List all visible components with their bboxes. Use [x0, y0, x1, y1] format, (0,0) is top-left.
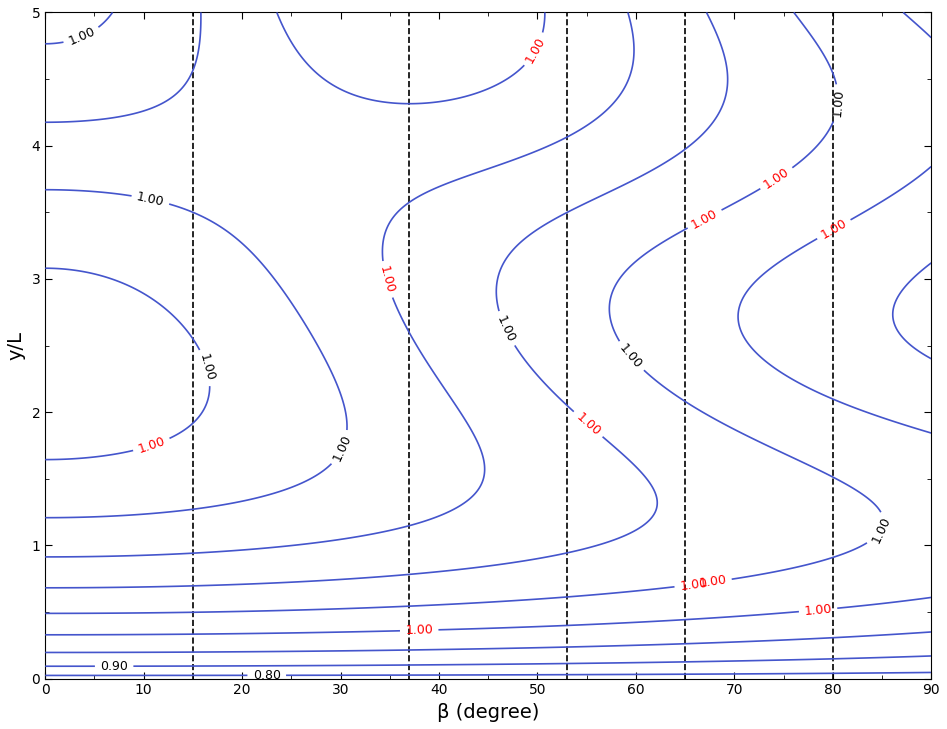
Text: 1.00: 1.00 [135, 190, 166, 208]
Text: 1.00: 1.00 [136, 434, 167, 456]
Text: 1.00: 1.00 [804, 602, 832, 617]
X-axis label: β (degree): β (degree) [438, 703, 540, 722]
Text: 1.00: 1.00 [689, 206, 720, 231]
Text: 1.00: 1.00 [698, 574, 727, 590]
Text: 1.00: 1.00 [524, 35, 548, 66]
Text: 1.00: 1.00 [869, 515, 893, 545]
Text: 1.00: 1.00 [679, 577, 708, 593]
Text: 1.00: 1.00 [197, 352, 217, 383]
Text: 1.00: 1.00 [331, 433, 354, 464]
Text: 1.00: 1.00 [831, 89, 846, 117]
Text: 1.00: 1.00 [377, 265, 397, 295]
Text: 1.00: 1.00 [761, 165, 792, 192]
Text: 0.90: 0.90 [100, 660, 128, 673]
Text: 1.00: 1.00 [494, 313, 517, 344]
Text: 1.00: 1.00 [405, 623, 434, 637]
Text: 1.00: 1.00 [66, 26, 98, 48]
Text: 1.00: 1.00 [818, 217, 849, 242]
Text: 1.00: 1.00 [616, 342, 645, 371]
Y-axis label: y/L: y/L [7, 331, 26, 360]
Text: 0.80: 0.80 [253, 668, 280, 682]
Text: 1.00: 1.00 [573, 410, 603, 438]
